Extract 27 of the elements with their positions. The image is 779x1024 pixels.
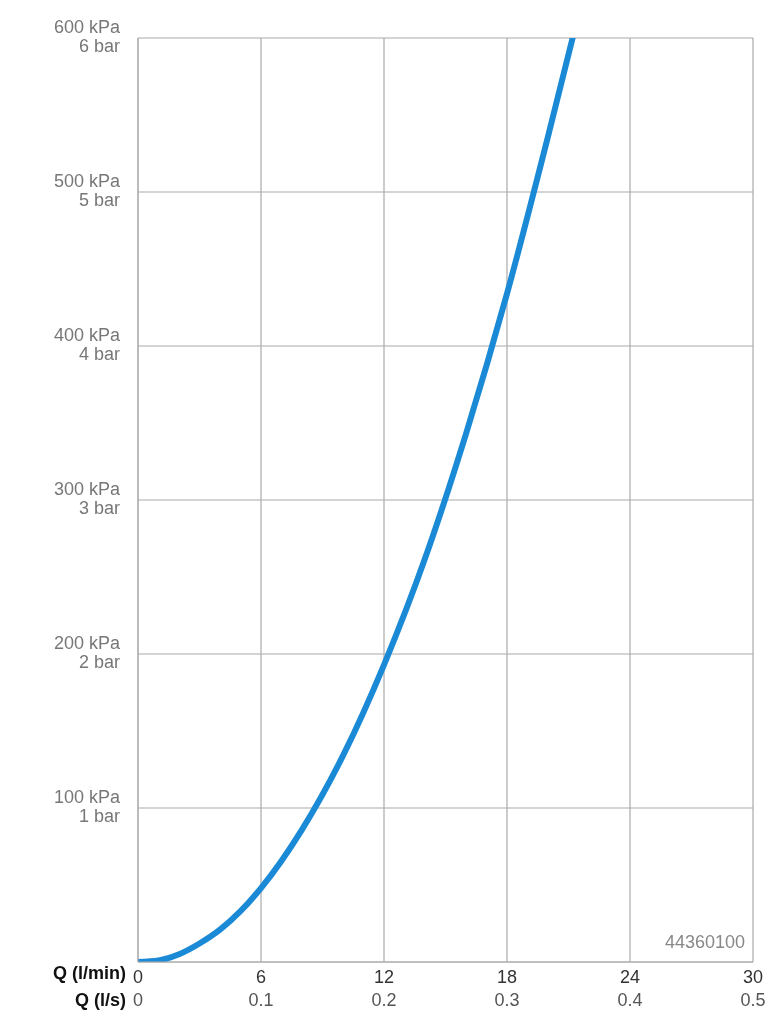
x2-tick-label: 0.2 [370,990,398,1011]
x-tick-label: 12 [373,966,395,987]
y-tick-label: 600 kPa [53,17,121,37]
y2-tick-label: 2 bar [78,652,120,673]
y2-tick-label: 5 bar [78,190,120,211]
y-tick-label: 100 kPa [53,787,121,807]
y2-tick-label: 3 bar [78,498,120,519]
x2-axis-title: Q (l/s) [74,990,126,1011]
annotation: 44360100 [664,932,745,953]
y2-tick-label: 4 bar [78,344,120,365]
x-tick-label: 6 [255,966,267,987]
x2-tick-label: 0.4 [616,990,644,1011]
x-tick-label: 0 [132,966,144,987]
y-tick-label: 400 kPa [53,325,121,345]
x-tick-label: 24 [619,966,641,987]
x2-tick-label: 0.5 [739,990,767,1011]
x2-tick-label: 0 [132,990,143,1010]
y2-tick-label: 6 bar [78,36,120,57]
x-tick-label: 18 [496,966,518,987]
y-tick-label: 500 kPa [53,171,121,191]
x-tick-label: 30 [742,966,764,987]
x-axis-title: Q (l/min) [53,963,126,984]
y-tick-label: 300 kPa [53,479,121,499]
y-tick-label: 200 kPa [53,633,121,653]
y2-tick-label: 1 bar [78,806,120,827]
x2-tick-label: 0.1 [247,990,275,1011]
x2-tick-label: 0.3 [493,990,521,1011]
